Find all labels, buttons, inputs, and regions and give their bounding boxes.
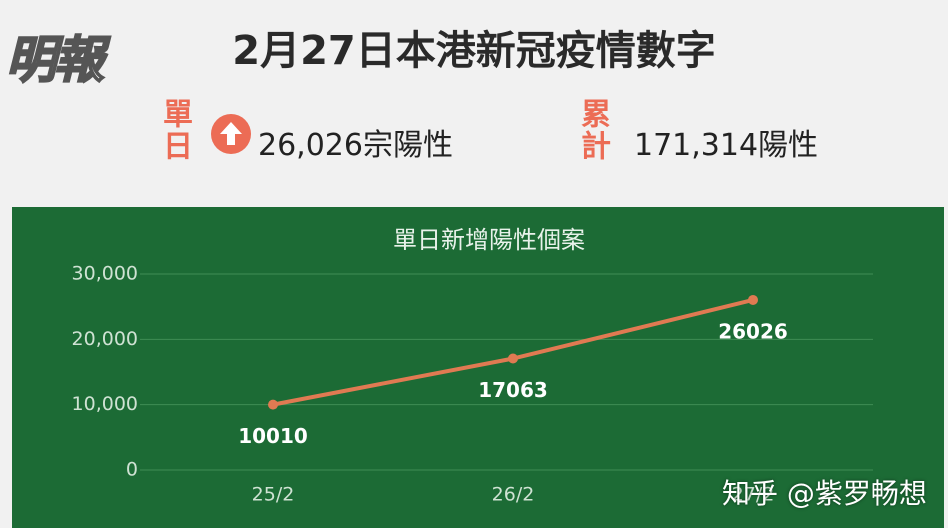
stat-label: 累計 [575, 98, 610, 162]
stat-label: 單日 [157, 98, 192, 162]
data-label: 26026 [718, 319, 788, 343]
y-tick-label: 20,000 [72, 328, 138, 350]
stat-text: 171,314陽性 [634, 128, 819, 163]
point [748, 294, 758, 305]
watermark: 知乎 @紫罗畅想 [722, 477, 927, 510]
data-label: 10010 [238, 424, 308, 448]
stat-text: 26,026宗陽性 [258, 128, 453, 163]
x-tick-label: 25/2 [252, 484, 295, 506]
y-tick-label: 30,000 [72, 263, 138, 285]
chart-title: 單日新增陽性個案 [393, 226, 585, 254]
chart-panel [12, 207, 944, 528]
y-tick-label: 10,000 [72, 393, 138, 415]
point [508, 353, 518, 364]
data-label: 17063 [478, 378, 548, 402]
logo: 明報 [5, 29, 105, 90]
page-title: 2月27日本港新冠疫情數字 [232, 28, 716, 74]
y-tick-label: 0 [126, 459, 138, 481]
x-tick-label: 26/2 [492, 484, 535, 506]
up-arrow-icon [211, 114, 251, 154]
x-tick-label: 27/2 [732, 484, 775, 506]
point [268, 399, 278, 410]
